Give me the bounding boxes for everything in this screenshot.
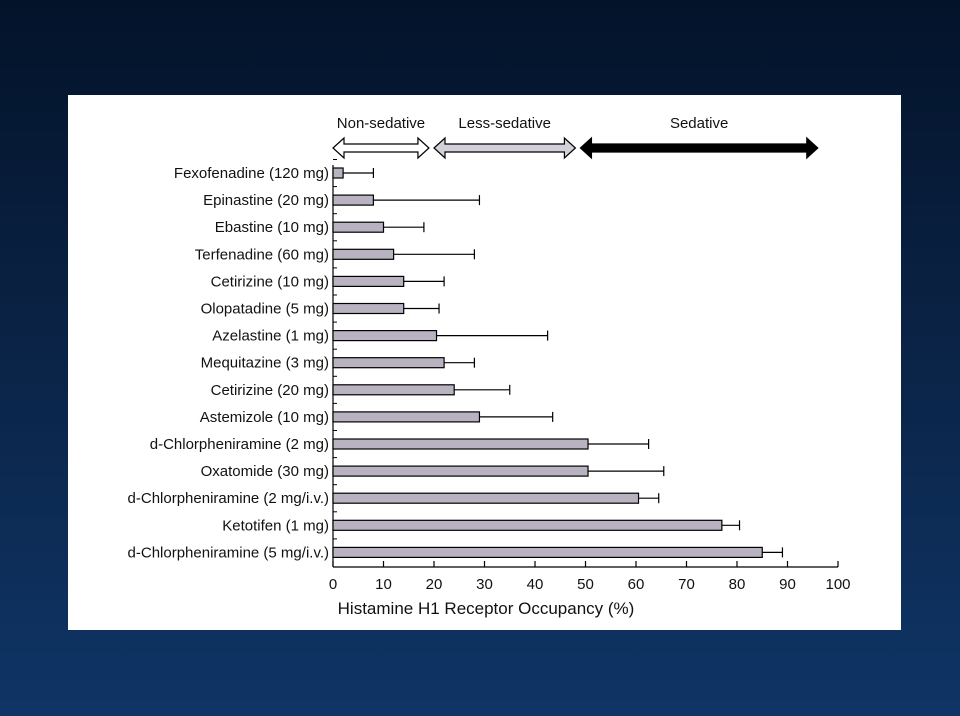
bar-1 bbox=[332, 194, 375, 206]
category-label-4: Cetirizine (10 mg) bbox=[211, 273, 329, 290]
category-label-0: Fexofenadine (120 mg) bbox=[174, 165, 329, 182]
bar-10 bbox=[332, 438, 589, 450]
bar-chart: Non-sedative Less-sedative Sedative 0 10 20 3… bbox=[128, 115, 851, 618]
category-label-8: Cetirizine (20 mg) bbox=[211, 382, 329, 399]
x-tick-label-10: 10 bbox=[375, 576, 392, 593]
x-tick-label-90: 90 bbox=[779, 576, 796, 593]
bar-12 bbox=[332, 492, 640, 504]
x-tick-label-80: 80 bbox=[729, 576, 746, 593]
category-label-9: Astemizole (10 mg) bbox=[200, 409, 329, 426]
zone-arrow-0 bbox=[332, 136, 430, 160]
x-tick-label-50: 50 bbox=[577, 576, 594, 593]
bar-2 bbox=[332, 221, 385, 233]
x-tick-label-60: 60 bbox=[628, 576, 645, 593]
bar-11 bbox=[332, 465, 589, 477]
category-label-11: Oxatomide (30 mg) bbox=[201, 463, 329, 480]
bar-5 bbox=[332, 302, 405, 315]
x-tick-label-100: 100 bbox=[825, 576, 850, 593]
zone-label-0: Non-sedative bbox=[337, 115, 425, 132]
x-tick-label-40: 40 bbox=[527, 576, 544, 593]
zone-label-2: Sedative bbox=[670, 115, 728, 132]
bar-13 bbox=[332, 519, 723, 531]
bar-0 bbox=[332, 167, 344, 179]
bar-8 bbox=[332, 384, 455, 396]
zone-label-1: Less-sedative bbox=[458, 115, 551, 132]
category-label-14: d-Chlorpheniramine (5 mg/i.v.) bbox=[128, 544, 329, 561]
error-bars bbox=[343, 168, 784, 558]
category-label-3: Terfenadine (60 mg) bbox=[195, 246, 329, 263]
bar-4 bbox=[332, 275, 405, 287]
category-label-13: Ketotifen (1 mg) bbox=[222, 517, 329, 534]
category-label-12: d-Chlorpheniramine (2 mg/i.v.) bbox=[128, 490, 329, 507]
category-label-10: d-Chlorpheniramine (2 mg) bbox=[150, 436, 329, 453]
category-label-1: Epinastine (20 mg) bbox=[203, 192, 329, 209]
x-axis-title: Histamine H1 Receptor Occupancy (%) bbox=[338, 599, 635, 618]
bar-9 bbox=[332, 411, 481, 423]
zone-arrow-1 bbox=[433, 136, 577, 160]
bar-3 bbox=[332, 248, 395, 260]
category-label-6: Azelastine (1 mg) bbox=[212, 328, 329, 345]
x-tick-label-70: 70 bbox=[678, 576, 695, 593]
category-label-2: Ebastine (10 mg) bbox=[215, 219, 329, 236]
bar-7 bbox=[332, 357, 445, 369]
x-tick-label-30: 30 bbox=[476, 576, 493, 593]
zone-arrow-2 bbox=[579, 136, 819, 160]
x-tick-label-20: 20 bbox=[426, 576, 443, 593]
x-tick-label-0: 0 bbox=[329, 576, 337, 593]
category-label-7: Mequitazine (3 mg) bbox=[201, 355, 329, 372]
sedation-zones: Non-sedative Less-sedative Sedative bbox=[332, 115, 819, 160]
bars bbox=[332, 167, 763, 558]
bar-6 bbox=[332, 330, 438, 342]
category-labels: Fexofenadine (120 mg) Epinastine (20 mg) E… bbox=[128, 165, 329, 561]
chart-panel: Non-sedative Less-sedative Sedative 0 10 20 3… bbox=[68, 95, 901, 630]
bar-14 bbox=[332, 546, 763, 558]
category-label-5: Olopatadine (5 mg) bbox=[201, 301, 329, 318]
